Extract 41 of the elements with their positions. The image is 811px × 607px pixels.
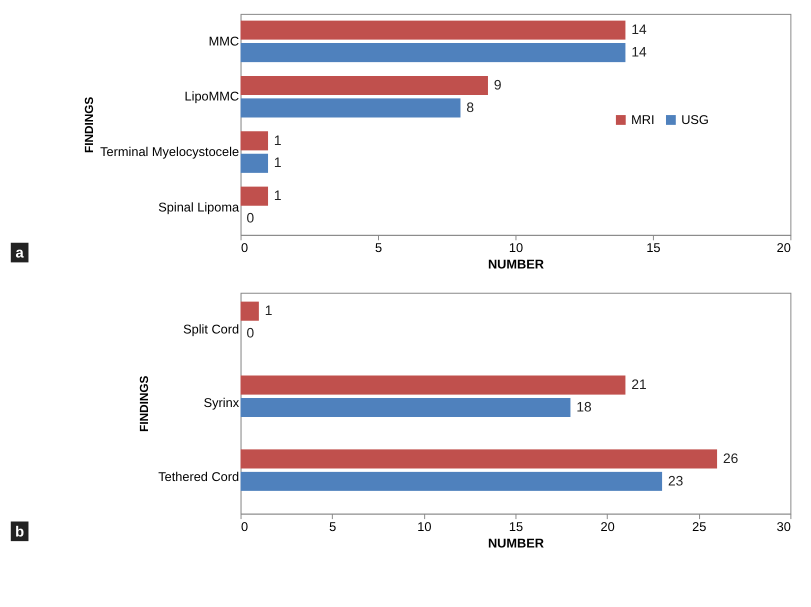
data-label: 21 [631, 376, 647, 392]
data-label: 18 [576, 399, 592, 414]
x-tick-label: 10 [417, 518, 432, 534]
x-tick-label: 10 [508, 240, 524, 256]
x-tick-label: 0 [241, 240, 248, 256]
x-tick-label: 20 [776, 240, 791, 256]
x-axis-title: NUMBER [488, 256, 544, 272]
data-label: 9 [494, 77, 502, 92]
y-tick-label: Split Cord [183, 321, 240, 336]
data-label: 26 [722, 450, 739, 466]
data-label: 14 [631, 22, 647, 38]
legend-label: USG [681, 112, 709, 127]
y-axis-title: FINDINGS [138, 375, 151, 432]
x-tick-label: 25 [692, 518, 706, 534]
data-label: 0 [246, 326, 254, 341]
x-tick-label: 15 [646, 240, 661, 256]
data-label: 14 [631, 44, 647, 60]
x-tick-label: 20 [600, 518, 615, 534]
x-axis-title: NUMBER [488, 536, 544, 551]
y-tick-label: Terminal Myelocystocele [100, 144, 240, 159]
y-tick-label: Tethered Cord [158, 469, 240, 484]
data-label: 8 [466, 100, 474, 115]
text: a [16, 245, 25, 262]
data-label: 23 [668, 473, 684, 488]
x-tick-label: 5 [374, 240, 382, 256]
legend-label: MRI [631, 112, 654, 127]
y-tick-label: Spinal Lipoma [158, 199, 240, 214]
data-label: 1 [274, 155, 282, 170]
text: b [15, 524, 24, 540]
x-tick-label: 0 [241, 518, 248, 534]
y-tick-label: MMC [208, 33, 240, 48]
y-tick-label: LipoMMC [184, 88, 240, 104]
data-label: 1 [274, 188, 282, 204]
y-axis-title: FINDINGS [83, 96, 96, 153]
x-tick-label: 5 [329, 518, 336, 534]
x-tick-label: 30 [776, 518, 791, 534]
data-label: 0 [246, 210, 254, 226]
y-tick-label: Syrinx [204, 395, 240, 410]
x-tick-label: 15 [508, 518, 524, 534]
data-label: 1 [264, 303, 272, 318]
data-label: 1 [274, 132, 282, 148]
